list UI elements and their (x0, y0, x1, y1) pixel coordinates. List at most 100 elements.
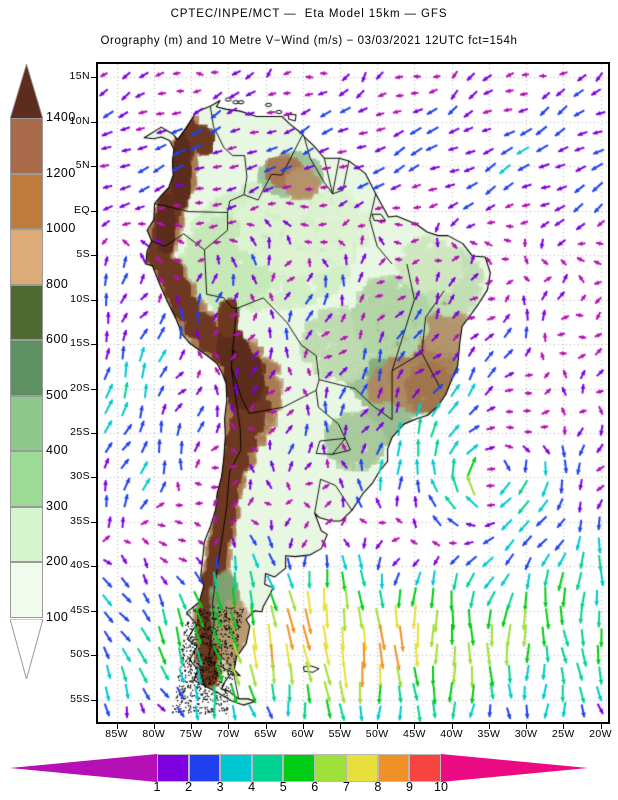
lon-tick (228, 724, 230, 729)
lat-label-15S: 15S (70, 337, 90, 350)
wind-tick-4: 4 (248, 780, 256, 794)
lat-tick (91, 433, 96, 434)
wind-band-9-10 (409, 754, 441, 782)
lat-tick (91, 121, 96, 123)
wind-tick-6: 6 (311, 780, 319, 794)
lon-tick (153, 724, 155, 729)
lon-label-40W: 40W (440, 728, 464, 740)
lat-label-35S: 35S (70, 514, 90, 527)
lon-label-30W: 30W (514, 728, 538, 740)
lon-tick (191, 724, 193, 729)
lon-tick (600, 724, 602, 729)
wind-tick-2: 2 (185, 780, 193, 794)
wind-band-3-4 (220, 754, 252, 782)
lat-tick (91, 521, 96, 523)
lon-tick (377, 724, 379, 729)
orography-band-100-200 (10, 562, 43, 618)
map-plot-area[interactable] (96, 62, 610, 724)
lat-tick (91, 299, 96, 301)
lat-label-EQ: EQ (74, 203, 90, 216)
orography-band-400-500 (10, 395, 43, 451)
lon-label-45W: 45W (403, 728, 426, 740)
orography-tick-400: 400 (46, 443, 69, 457)
wind-band-7-8 (346, 754, 378, 782)
wind-band-8-9 (377, 754, 410, 782)
lon-label-65W: 65W (254, 728, 277, 740)
wind-colorbar-right-arrow (441, 754, 588, 782)
lat-tick (91, 210, 96, 212)
lat-label-45S: 45S (70, 603, 90, 616)
orography-band-1200-1400 (10, 118, 43, 174)
lon-tick (339, 724, 341, 729)
wind-tick-9: 9 (405, 780, 413, 794)
lon-label-75W: 75W (179, 728, 203, 740)
lon-tick (302, 724, 304, 729)
orography-tick-600: 600 (46, 332, 69, 346)
lon-label-25W: 25W (551, 728, 575, 740)
lat-label-30S: 30S (70, 470, 90, 483)
lon-label-20W: 20W (589, 728, 612, 740)
lon-label-70W: 70W (216, 728, 240, 740)
lat-tick (91, 344, 96, 346)
wind-tick-1: 1 (153, 780, 161, 794)
wind-band-2-3 (188, 754, 221, 782)
orography-wind-map (98, 64, 608, 722)
lat-tick (91, 655, 96, 657)
lon-tick (414, 724, 416, 729)
lon-tick (526, 724, 528, 729)
orography-band-500-600 (10, 340, 43, 396)
orography-colorbar-bottom-arrow (9, 618, 44, 681)
wind-band-6-7 (314, 754, 347, 782)
lat-tick (91, 166, 96, 168)
wind-tick-10: 10 (434, 780, 448, 794)
lat-label-15N: 15N (69, 70, 90, 83)
wind-colorbar-left-arrow (10, 754, 157, 782)
lat-tick (91, 699, 96, 701)
lat-label-20S: 20S (70, 381, 90, 394)
lon-tick (116, 724, 118, 729)
orography-band-300-400 (10, 451, 43, 507)
wind-speed-colorbar (0, 754, 618, 782)
wind-tick-3: 3 (216, 780, 224, 794)
lon-tick (488, 724, 490, 729)
orography-tick-1400: 1400 (46, 110, 76, 124)
lat-label-40S: 40S (70, 559, 90, 572)
orography-band-600-800 (10, 284, 43, 340)
orography-tick-500: 500 (46, 387, 69, 402)
lat-label-10S: 10S (70, 292, 90, 305)
lat-label-50S: 50S (70, 648, 90, 661)
lat-tick (91, 388, 96, 390)
wind-tick-5: 5 (279, 780, 287, 794)
lon-label-35W: 35W (477, 728, 501, 740)
wind-band-1-2 (157, 754, 189, 782)
lon-label-80W: 80W (142, 728, 166, 740)
lat-tick (91, 77, 96, 79)
lon-label-85W: 85W (105, 728, 128, 740)
lat-tick (91, 477, 96, 479)
lat-label-5S: 5S (76, 248, 90, 261)
orography-tick-1000: 1000 (46, 221, 76, 235)
chart-title-main: CPTEC/INPE/MCT — Eta Model 15km — GFS (170, 8, 448, 20)
lon-tick (451, 724, 453, 729)
wind-tick-8: 8 (374, 780, 382, 794)
lat-label-5N: 5N (75, 159, 90, 172)
wind-tick-7: 7 (342, 780, 350, 794)
lat-label-55S: 55S (70, 692, 90, 705)
lat-tick (91, 610, 96, 612)
lon-label-60W: 60W (291, 728, 315, 740)
orography-tick-200: 200 (46, 554, 69, 568)
lon-tick (563, 724, 565, 729)
orography-band-800-1000 (10, 229, 43, 285)
wind-band-5-6 (283, 754, 315, 782)
lon-tick (265, 724, 267, 729)
lat-label-10N: 10N (69, 114, 90, 127)
lat-tick (91, 566, 96, 568)
orography-tick-100: 100 (46, 609, 69, 624)
chart-title-subtitle: Orography (m) and 10 Metre V−Wind (m/s) … (100, 35, 518, 47)
wind-band-4-5 (251, 754, 284, 782)
orography-tick-300: 300 (46, 498, 69, 513)
orography-colorbar-top-arrow (9, 62, 44, 120)
orography-band-1000-1200 (10, 173, 43, 229)
lat-tick (91, 255, 96, 257)
lon-label-50W: 50W (365, 728, 389, 740)
